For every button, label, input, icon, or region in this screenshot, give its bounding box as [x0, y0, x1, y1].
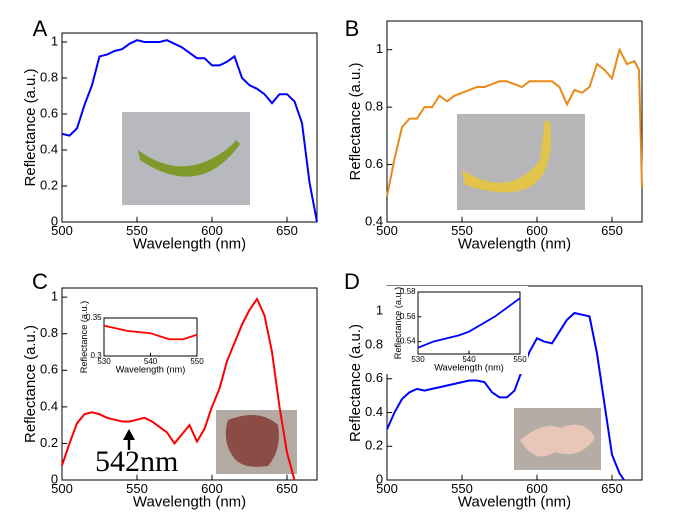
y-tick-label: 0.4 — [40, 141, 58, 156]
axes-box — [386, 20, 643, 223]
panel-label: C — [32, 269, 48, 294]
panel-label: D — [344, 269, 360, 294]
y-axis-label: Reflectance (a.u.) — [347, 324, 364, 442]
x-tick-label: 530 — [411, 355, 425, 364]
y-axis-label: Reflectance (a.u.) — [22, 69, 39, 187]
photo-yellow-banana — [457, 114, 585, 210]
photo-tissue-c — [216, 410, 297, 474]
x-axis-label: Wavelength (nm) — [458, 236, 571, 253]
y-axis-label: Reflectance (a.u.) — [22, 325, 39, 443]
y-axis-label: Reflectance (a.u.) — [347, 63, 364, 181]
y-tick-label: 1 — [376, 41, 383, 56]
y-tick-label: 0.6 — [365, 156, 383, 171]
y-tick-label: 0 — [51, 213, 58, 228]
photo-green-banana — [122, 112, 250, 205]
y-tick-label: 0.56 — [400, 312, 416, 321]
y-tick-label: 0.4 — [365, 213, 383, 228]
x-tick-label: 540 — [144, 357, 158, 366]
x-tick-label: 500 — [376, 223, 398, 238]
x-tick-label: 500 — [51, 223, 73, 238]
line-series — [61, 39, 318, 223]
x-tick-label: 600 — [201, 223, 223, 238]
y-tick-label: 0.8 — [40, 325, 58, 340]
x-tick-label: 550 — [513, 355, 527, 364]
x-tick-label: 550 — [126, 223, 148, 238]
x-tick-label: 650 — [276, 223, 298, 238]
x-tick-label: 540 — [462, 355, 476, 364]
y-tick-label: 0.6 — [40, 105, 58, 120]
panel-label: B — [345, 16, 360, 41]
x-tick-label: 550 — [451, 223, 473, 238]
x-axis-label: Wavelength (nm) — [133, 494, 246, 511]
y-tick-label: 1 — [51, 289, 58, 304]
line-series — [61, 296, 296, 481]
x-tick-label: 500 — [51, 481, 73, 496]
inset-background — [70, 312, 205, 376]
x-tick-label: 500 — [376, 481, 398, 496]
panel-label: A — [33, 16, 48, 41]
y-tick-label: 0.2 — [40, 177, 58, 192]
axes-box — [61, 287, 318, 481]
y-tick-label: 1 — [376, 303, 383, 318]
x-axis-label: Wavelength (nm) — [116, 364, 186, 374]
photo-tissue-d — [514, 408, 601, 470]
axes-box — [61, 32, 318, 223]
annotation-arrow — [123, 429, 135, 450]
x-tick-label: 650 — [601, 481, 623, 496]
x-tick-label: 530 — [97, 357, 111, 366]
y-tick-label: 0.54 — [400, 337, 416, 346]
x-tick-label: 600 — [201, 481, 223, 496]
y-tick-label: 0.8 — [365, 99, 383, 114]
x-tick-label: 550 — [126, 481, 148, 496]
y-tick-label: 0.6 — [40, 362, 58, 377]
inset-background — [384, 286, 528, 374]
x-axis-label: Wavelength (nm) — [458, 494, 571, 511]
x-tick-label: 550 — [451, 481, 473, 496]
line-series — [386, 311, 625, 481]
y-tick-label: 0.4 — [40, 398, 58, 413]
x-tick-label: 550 — [190, 357, 204, 366]
y-tick-label: 1 — [51, 33, 58, 48]
y-tick-label: 0.58 — [400, 287, 416, 296]
y-tick-label: 0.2 — [40, 435, 58, 450]
y-tick-label: 0 — [51, 471, 58, 486]
y-tick-label: 0.2 — [365, 438, 383, 453]
annotation: 542nm — [95, 445, 178, 478]
y-tick-label: 0.8 — [40, 69, 58, 84]
x-tick-label: 650 — [276, 481, 298, 496]
y-tick-label: 0.8 — [365, 336, 383, 351]
x-tick-label: 600 — [526, 481, 548, 496]
line-series — [386, 46, 643, 197]
x-axis-label: Wavelength (nm) — [434, 362, 504, 372]
x-axis-label: Wavelength (nm) — [133, 236, 246, 253]
y-tick-label: 0.4 — [365, 404, 383, 419]
line-series — [103, 324, 198, 341]
y-tick-label: 0.35 — [86, 313, 102, 322]
x-tick-label: 650 — [601, 223, 623, 238]
y-tick-label: 0 — [376, 471, 383, 486]
y-axis-label: Reflectance (a.u.) — [393, 287, 403, 360]
line-series — [417, 297, 521, 349]
y-tick-label: 0.3 — [90, 351, 102, 360]
y-tick-label: 0.6 — [365, 370, 383, 385]
y-axis-label: Reflectance (a.u.) — [79, 301, 89, 374]
x-tick-label: 600 — [526, 223, 548, 238]
